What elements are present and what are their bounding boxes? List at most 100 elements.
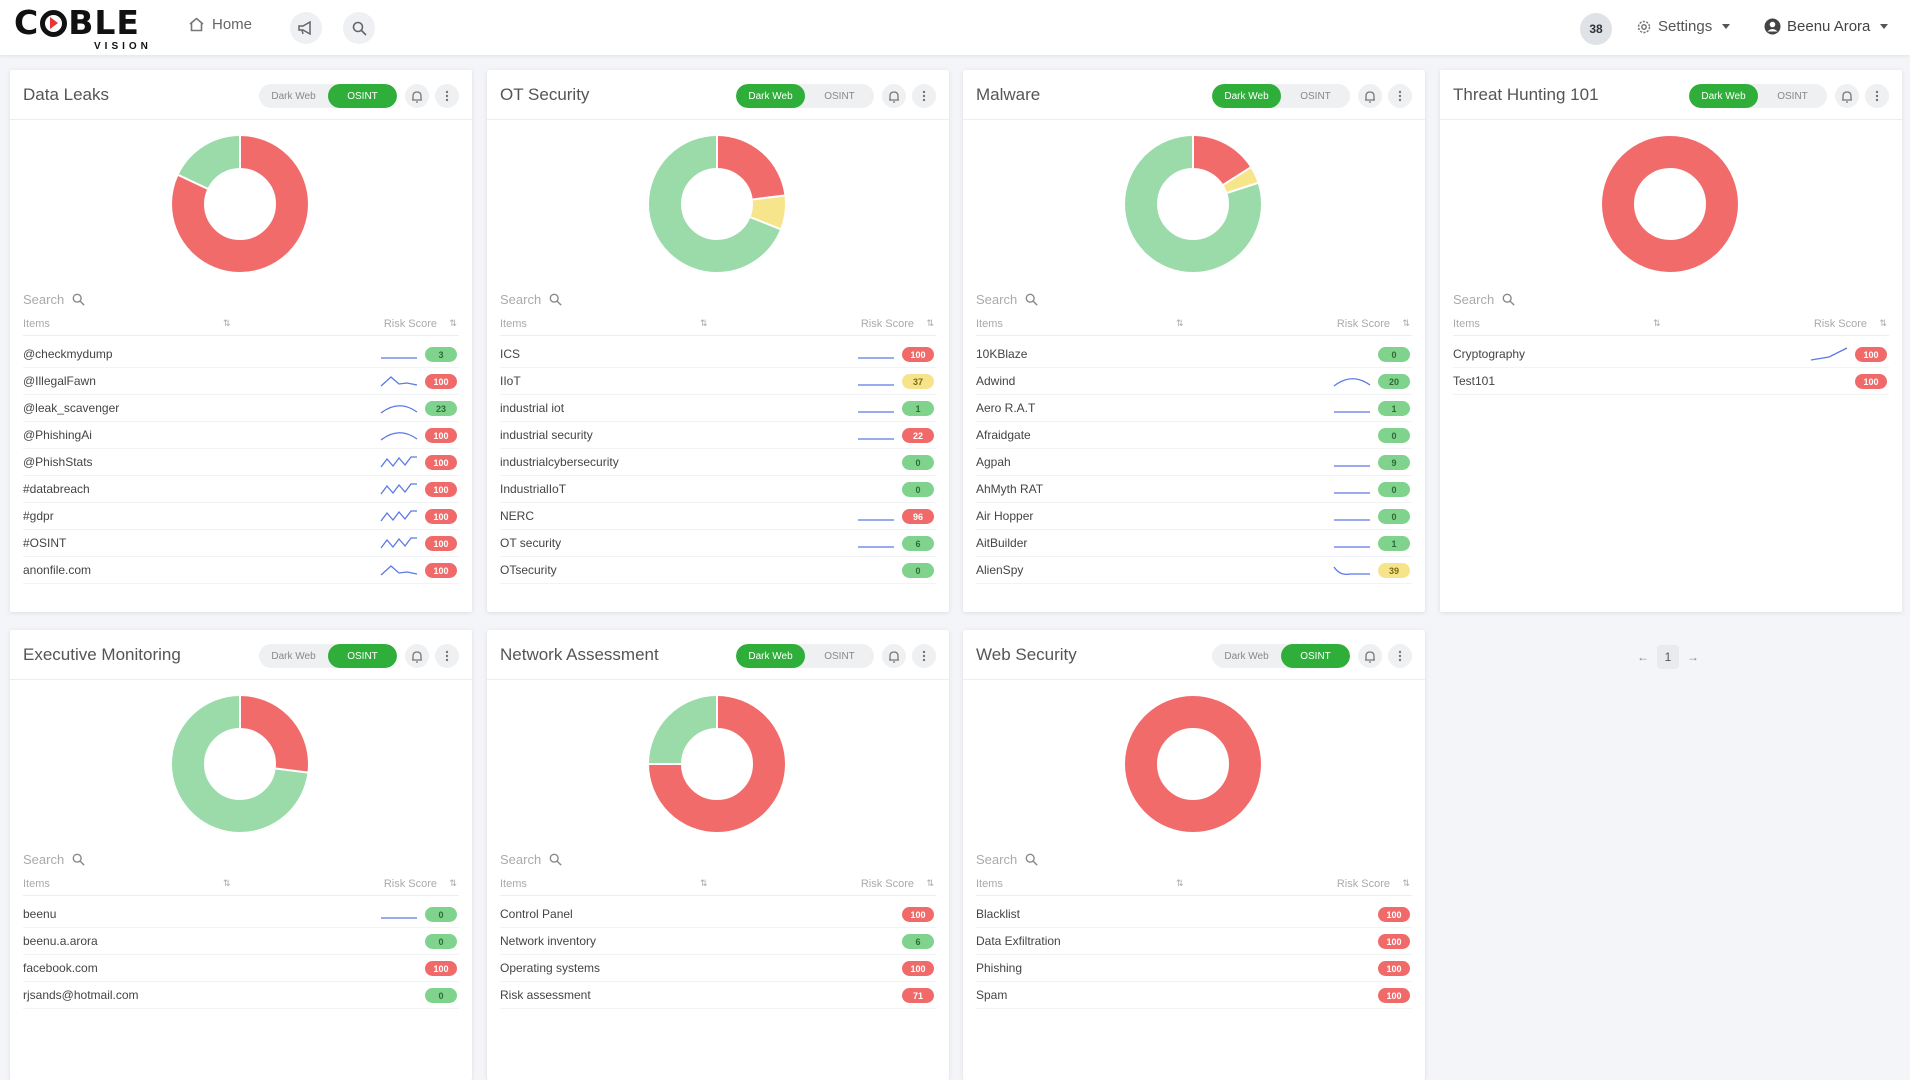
osint-toggle-option[interactable]: OSINT — [1777, 90, 1808, 102]
source-toggle[interactable]: Dark Web OSINT — [259, 644, 397, 668]
table-row[interactable]: AhMyth RAT 0 — [976, 476, 1412, 503]
source-toggle[interactable]: Dark Web OSINT — [259, 84, 397, 108]
donut-slice-red[interactable] — [1125, 696, 1261, 832]
card-search[interactable]: Search — [976, 852, 1038, 867]
dark-web-toggle-option[interactable]: Dark Web — [1212, 84, 1281, 108]
risk-score-column-header[interactable]: Risk Score — [1813, 318, 1867, 330]
donut-slice-yellow[interactable] — [649, 136, 785, 272]
item-name[interactable]: OT security — [500, 536, 562, 550]
table-row[interactable]: Adwind 20 — [976, 368, 1412, 395]
table-row[interactable]: Network inventory 6 — [500, 928, 936, 955]
item-name[interactable]: #gdpr — [23, 509, 54, 523]
sort-icon[interactable]: ⇅ — [926, 878, 934, 888]
sort-icon[interactable]: ⇅ — [700, 878, 708, 888]
item-name[interactable]: Afraidgate — [976, 428, 1031, 442]
item-name[interactable]: industrialcybersecurity — [500, 455, 619, 469]
table-row[interactable]: Blacklist 100 — [976, 901, 1412, 928]
table-row[interactable]: @IllegalFawn 100 — [23, 368, 459, 395]
table-row[interactable]: IIoT 37 — [500, 368, 936, 395]
alert-bell-button[interactable] — [1358, 84, 1382, 108]
risk-score-column-header[interactable]: Risk Score — [1336, 318, 1390, 330]
item-name[interactable]: rjsands@hotmail.com — [23, 988, 139, 1002]
risk-donut-chart[interactable] — [172, 696, 308, 832]
table-row[interactable]: Data Exfiltration 100 — [976, 928, 1412, 955]
risk-donut-chart[interactable] — [1125, 696, 1261, 832]
sort-icon[interactable]: ⇅ — [1402, 878, 1410, 888]
table-row[interactable]: ICS 100 — [500, 341, 936, 368]
item-name[interactable]: 10KBlaze — [976, 347, 1028, 361]
item-name[interactable]: industrial security — [500, 428, 593, 442]
more-options-button[interactable] — [435, 84, 459, 108]
osint-toggle-option[interactable]: OSINT — [328, 84, 397, 108]
table-row[interactable]: anonfile.com 100 — [23, 557, 459, 584]
table-row[interactable]: Operating systems 100 — [500, 955, 936, 982]
table-row[interactable]: Aero R.A.T 1 — [976, 395, 1412, 422]
table-row[interactable]: Control Panel 100 — [500, 901, 936, 928]
card-search[interactable]: Search — [1453, 292, 1515, 307]
table-row[interactable]: #gdpr 100 — [23, 503, 459, 530]
card-search[interactable]: Search — [23, 852, 85, 867]
table-row[interactable]: Agpah 9 — [976, 449, 1412, 476]
item-name[interactable]: NERC — [500, 509, 535, 523]
item-name[interactable]: industrial iot — [500, 401, 565, 415]
table-row[interactable]: OT security 6 — [500, 530, 936, 557]
item-name[interactable]: #databreach — [23, 482, 90, 496]
items-column-header[interactable]: Items — [23, 878, 50, 890]
table-row[interactable]: Spam 100 — [976, 982, 1412, 1009]
osint-toggle-option[interactable]: OSINT — [824, 90, 855, 102]
item-name[interactable]: Aero R.A.T — [976, 401, 1036, 415]
item-name[interactable]: Network inventory — [500, 934, 597, 948]
table-row[interactable]: industrial iot 1 — [500, 395, 936, 422]
card-search[interactable]: Search — [500, 852, 562, 867]
table-row[interactable]: beenu.a.arora 0 — [23, 928, 459, 955]
notification-count-badge[interactable]: 38 — [1580, 13, 1612, 45]
item-name[interactable]: #OSINT — [23, 536, 67, 550]
more-options-button[interactable] — [912, 644, 936, 668]
item-name[interactable]: AitBuilder — [976, 536, 1028, 550]
items-column-header[interactable]: Items — [976, 318, 1003, 330]
item-name[interactable]: Adwind — [976, 374, 1016, 388]
item-name[interactable]: anonfile.com — [23, 563, 92, 577]
nav-search-button[interactable] — [343, 12, 375, 44]
risk-score-column-header[interactable]: Risk Score — [1336, 878, 1390, 890]
risk-score-column-header[interactable]: Risk Score — [383, 318, 437, 330]
card-search[interactable]: Search — [500, 292, 562, 307]
more-options-button[interactable] — [1388, 84, 1412, 108]
table-row[interactable]: beenu 0 — [23, 901, 459, 928]
sort-icon[interactable]: ⇅ — [449, 318, 457, 328]
item-name[interactable]: AhMyth RAT — [976, 482, 1044, 496]
item-name[interactable]: OTsecurity — [500, 563, 557, 577]
item-name[interactable]: ICS — [500, 347, 521, 361]
card-search[interactable]: Search — [23, 292, 85, 307]
table-row[interactable]: #OSINT 100 — [23, 530, 459, 557]
more-options-button[interactable] — [435, 644, 459, 668]
table-row[interactable]: Afraidgate 0 — [976, 422, 1412, 449]
item-name[interactable]: beenu.a.arora — [23, 934, 98, 948]
table-row[interactable]: Phishing 100 — [976, 955, 1412, 982]
sort-icon[interactable]: ⇅ — [449, 878, 457, 888]
item-name[interactable]: Test101 — [1453, 374, 1496, 388]
osint-toggle-option[interactable]: OSINT — [1300, 90, 1331, 102]
item-name[interactable]: Risk assessment — [500, 988, 591, 1002]
risk-donut-chart[interactable] — [1125, 136, 1261, 272]
nav-home-link[interactable]: Home — [188, 16, 252, 33]
table-row[interactable]: 10KBlaze 0 — [976, 341, 1412, 368]
items-column-header[interactable]: Items — [500, 318, 527, 330]
table-row[interactable]: OTsecurity 0 — [500, 557, 936, 584]
alert-bell-button[interactable] — [405, 644, 429, 668]
item-name[interactable]: facebook.com — [23, 961, 98, 975]
item-name[interactable]: IndustrialIoT — [500, 482, 567, 496]
risk-donut-chart[interactable] — [172, 136, 308, 272]
table-row[interactable]: industrialcybersecurity 0 — [500, 449, 936, 476]
sort-icon[interactable]: ⇅ — [700, 318, 708, 328]
sort-icon[interactable]: ⇅ — [1653, 318, 1661, 328]
cyble-vision-logo[interactable]: C BLE VISION — [14, 3, 152, 53]
sort-icon[interactable]: ⇅ — [223, 878, 231, 888]
alert-bell-button[interactable] — [1835, 84, 1859, 108]
sort-icon[interactable]: ⇅ — [1176, 878, 1184, 888]
sort-icon[interactable]: ⇅ — [223, 318, 231, 328]
sort-icon[interactable]: ⇅ — [1402, 318, 1410, 328]
dark-web-toggle-option[interactable]: Dark Web — [271, 650, 316, 662]
table-row[interactable]: AlienSpy 39 — [976, 557, 1412, 584]
table-row[interactable]: AitBuilder 1 — [976, 530, 1412, 557]
